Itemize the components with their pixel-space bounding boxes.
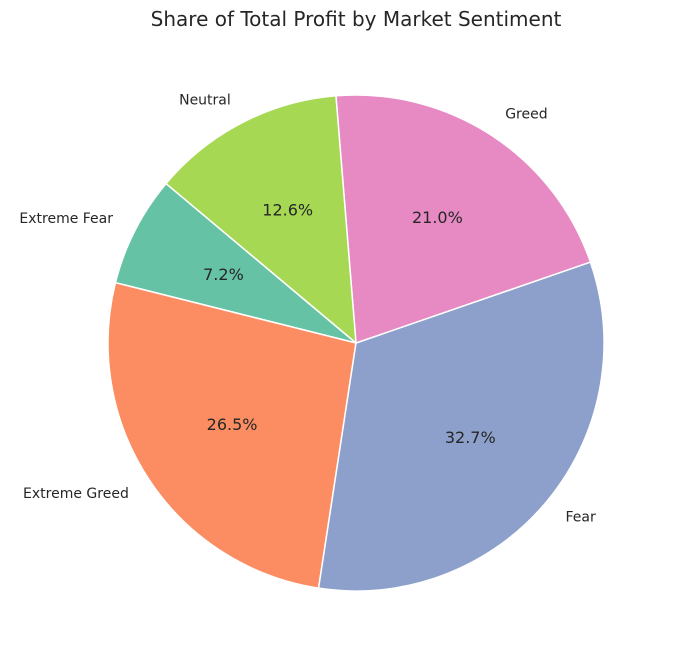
pie-slices xyxy=(107,94,605,592)
slice-label-fear: Fear xyxy=(566,510,596,526)
pie-slice-extreme-greed xyxy=(107,281,357,589)
pie-slice-fear xyxy=(317,261,605,592)
pie-slice-neutral xyxy=(165,95,357,344)
slice-percent-extreme-greed: 26.5% xyxy=(207,415,258,434)
slice-percent-fear: 32.7% xyxy=(445,428,496,447)
slice-label-neutral: Neutral xyxy=(179,93,231,109)
slice-label-extreme-fear: Extreme Fear xyxy=(19,211,113,227)
slice-percent-extreme-fear: 7.2% xyxy=(203,265,244,284)
slice-label-greed: Greed xyxy=(505,107,547,123)
slice-percent-neutral: 12.6% xyxy=(262,200,313,219)
pie-slice-greed xyxy=(335,94,592,344)
chart-title: Share of Total Profit by Market Sentimen… xyxy=(151,7,562,31)
pie-slice-extreme-fear xyxy=(114,182,357,344)
slice-label-extreme-greed: Extreme Greed xyxy=(23,486,129,502)
pie-labels: Extreme Fear 7.2% Extreme Greed 26.5% Fear 32… xyxy=(19,93,596,526)
slice-percent-greed: 21.0% xyxy=(412,208,463,227)
